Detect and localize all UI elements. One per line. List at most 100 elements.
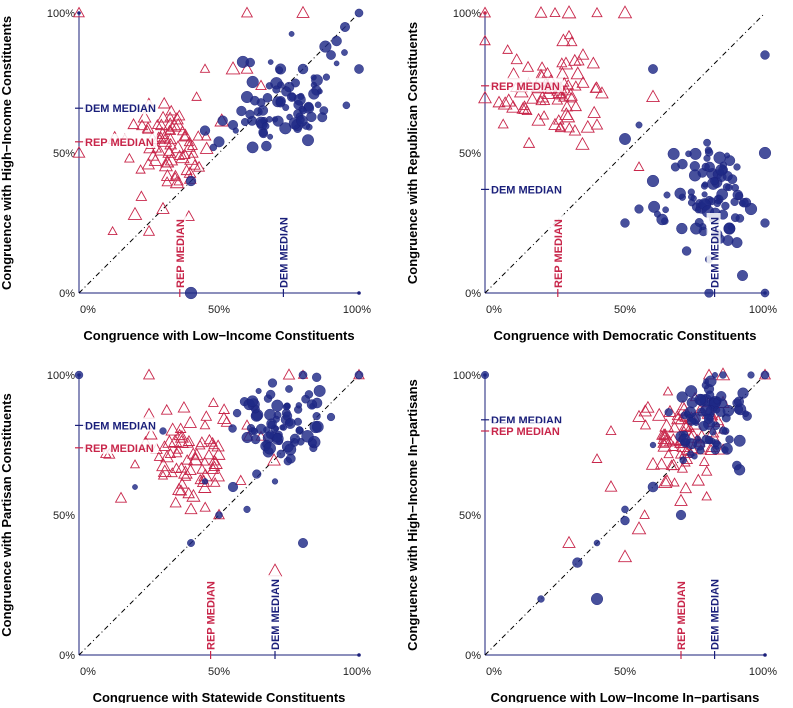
rep-point-triangle (142, 368, 156, 380)
dem-point-circle (288, 31, 295, 37)
axis-end-marker (483, 11, 487, 15)
dem-point-circle (687, 188, 695, 196)
dem-point-circle (267, 378, 278, 388)
dem-point-circle (716, 391, 727, 402)
dem-point-circle (593, 539, 601, 547)
rep-point-triangle (154, 118, 168, 131)
dem-point-circle (694, 206, 702, 214)
dem-point-circle (725, 435, 734, 444)
rep-point-triangle (208, 460, 221, 472)
dem-point-circle (326, 412, 336, 422)
y-axis-title: Congruence with High−Income In−partisans (405, 379, 420, 651)
dem-point-circle (590, 592, 604, 606)
rep-point-triangle (197, 480, 212, 493)
dem-point-circle (663, 191, 671, 199)
rep-point-triangle (554, 121, 567, 132)
dem-point-circle (760, 288, 770, 298)
rep-point-triangle (160, 168, 175, 181)
rep-point-triangle (151, 142, 163, 153)
dem-point-circle (703, 138, 711, 147)
x-tick-label: 100% (749, 304, 777, 316)
rep-point-triangle (501, 93, 517, 107)
panel-top-left: 0% 50% 100% 0% 50% 100% Congruence with Low−In… (0, 5, 371, 343)
dem-point-circle (199, 125, 211, 136)
dem-point-circle (677, 158, 688, 170)
dem-point-circle (255, 388, 262, 394)
x-axis-title: Congruence with Low−Income In−partisans (491, 690, 760, 703)
rep-median-y-label: REP MEDIAN (85, 443, 154, 455)
dem-point-circle (715, 164, 727, 176)
rep-point-triangle (669, 477, 680, 487)
rep-point-triangle (575, 136, 590, 150)
rep-point-triangle (296, 5, 310, 18)
dem-point-circle (279, 122, 292, 135)
dem-point-circle (241, 431, 253, 444)
rep-point-triangle (141, 157, 156, 170)
rep-point-triangle (560, 84, 572, 96)
rep-point-triangle (207, 397, 219, 407)
rep-median-x-label: REP MEDIAN (553, 219, 565, 288)
rep-point-triangle (191, 91, 202, 101)
x-tick-label: 0% (486, 666, 502, 678)
rep-point-triangle (173, 149, 186, 160)
dem-point-circle (159, 427, 167, 435)
dem-point-circle (634, 204, 644, 214)
y-tick-label: 50% (459, 148, 481, 160)
rep-point-triangle (559, 107, 574, 120)
dem-point-circle (232, 127, 239, 134)
rep-point-triangle (562, 535, 576, 548)
dem-point-circle (481, 371, 489, 379)
rep-point-triangle (162, 434, 177, 448)
dem-point-circle (308, 88, 320, 100)
rep-point-triangle (570, 80, 582, 91)
dem-point-circle (354, 8, 364, 18)
dem-point-circle (293, 93, 306, 106)
dem-point-circle (721, 201, 730, 211)
rep-point-triangle (153, 451, 165, 461)
dem-point-circle (295, 426, 304, 434)
rep-point-triangle (127, 118, 140, 130)
rep-point-triangle (171, 117, 186, 131)
rep-point-triangle (679, 481, 693, 494)
rep-point-triangle (561, 5, 577, 19)
panel-bottom-right: 0% 50% 100% 0% 50% 100% Congruence with Low−In… (405, 367, 777, 705)
rep-point-triangle (200, 130, 212, 141)
rep-point-triangle (135, 119, 149, 131)
dem-point-circle (246, 141, 259, 154)
x-tick-label: 50% (614, 666, 636, 678)
rep-point-triangle (161, 176, 173, 187)
rep-point-triangle (195, 436, 209, 448)
dem-median-x-label-bg (706, 213, 721, 289)
x-axis-title: Congruence with Low−Income Constituents (83, 328, 354, 343)
rep-point-triangle (654, 457, 669, 470)
rep-point-triangle (160, 154, 175, 168)
dem-point-circle (715, 407, 726, 417)
dem-point-circle (326, 50, 336, 60)
rep-point-triangle (576, 48, 590, 60)
rep-point-triangle (506, 67, 521, 80)
dem-point-circle (713, 199, 721, 208)
rep-point-triangle (657, 436, 670, 448)
rep-point-triangle (668, 421, 681, 433)
dem-point-circle (250, 434, 261, 445)
rep-median-y-label: REP MEDIAN (85, 137, 154, 149)
dem-point-circle (267, 420, 276, 429)
rep-point-triangle (171, 447, 183, 458)
rep-point-triangle (684, 422, 695, 433)
dem-point-circle (74, 370, 84, 380)
dem-median-y-label-bg (489, 181, 563, 196)
dem-point-circle (704, 435, 714, 445)
rep-point-triangle (158, 440, 171, 451)
x-tick-label: 0% (80, 304, 96, 316)
dem-point-circle (245, 109, 255, 119)
dem-point-circle (760, 218, 770, 228)
rep-point-triangle (184, 502, 198, 515)
rep-point-triangle (175, 150, 190, 164)
rep-point-triangle (539, 94, 551, 106)
rep-point-triangle (638, 404, 652, 417)
rep-point-triangle (663, 448, 674, 459)
rep-point-triangle (178, 148, 191, 160)
rep-point-triangle (558, 56, 574, 70)
dem-point-circle (704, 161, 715, 173)
rep-point-triangle (617, 549, 633, 563)
